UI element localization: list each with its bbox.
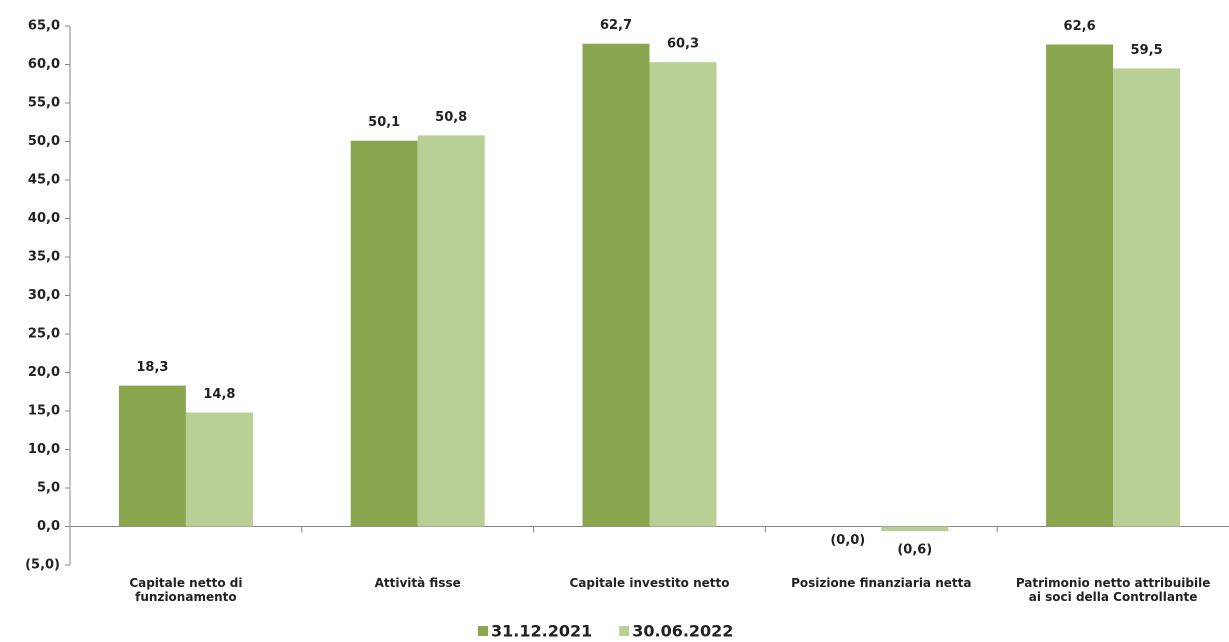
bar [350,140,418,527]
legend-swatch [478,626,488,636]
y-tick-label: 20,0 [28,365,60,380]
y-tick-label: 40,0 [28,211,60,226]
y-tick-label: 35,0 [28,250,60,265]
legend-label: 31.12.2021 [491,622,592,641]
bar [417,135,485,527]
value-label: 62,6 [1064,19,1096,34]
x-tick-label: Posizione finanziaria netta [791,576,972,590]
y-tick-label: 65,0 [28,19,60,34]
value-label: 62,7 [600,18,632,33]
y-tick-label: 5,0 [37,481,60,496]
bar [649,62,717,527]
x-tick-label: Capitale netto di funzionamento [129,576,243,604]
bar [1046,44,1114,527]
value-label: 18,3 [136,360,168,375]
value-label: 60,3 [667,37,699,52]
x-tick-label: Attività fisse [374,576,461,590]
y-tick-label: 45,0 [28,173,60,188]
value-label: 59,5 [1131,43,1163,58]
value-label: 14,8 [203,387,235,402]
y-tick-label: 25,0 [28,327,60,342]
y-tick-label: (5,0) [25,558,60,573]
y-tick-label: 10,0 [28,442,60,457]
legend-label: 30.06.2022 [632,622,733,641]
value-label: (0,0) [830,533,865,548]
bar [1113,68,1181,527]
value-label: 50,1 [368,115,400,130]
y-tick-label: 50,0 [28,134,60,149]
x-tick-label: Capitale investito netto [569,576,730,590]
y-tick-label: 15,0 [28,404,60,419]
value-label: 50,8 [435,110,467,125]
value-label: (0,6) [897,543,932,558]
y-tick-label: 55,0 [28,96,60,111]
bar [118,385,186,527]
bar [185,412,253,527]
bar [881,526,949,532]
bar [582,43,650,527]
y-tick-label: 0,0 [37,519,60,534]
y-tick-label: 30,0 [28,288,60,303]
x-tick-label: Patrimonio netto attribuibile ai soci de… [1015,576,1211,604]
y-tick-label: 60,0 [28,57,60,72]
legend-swatch [619,626,630,636]
